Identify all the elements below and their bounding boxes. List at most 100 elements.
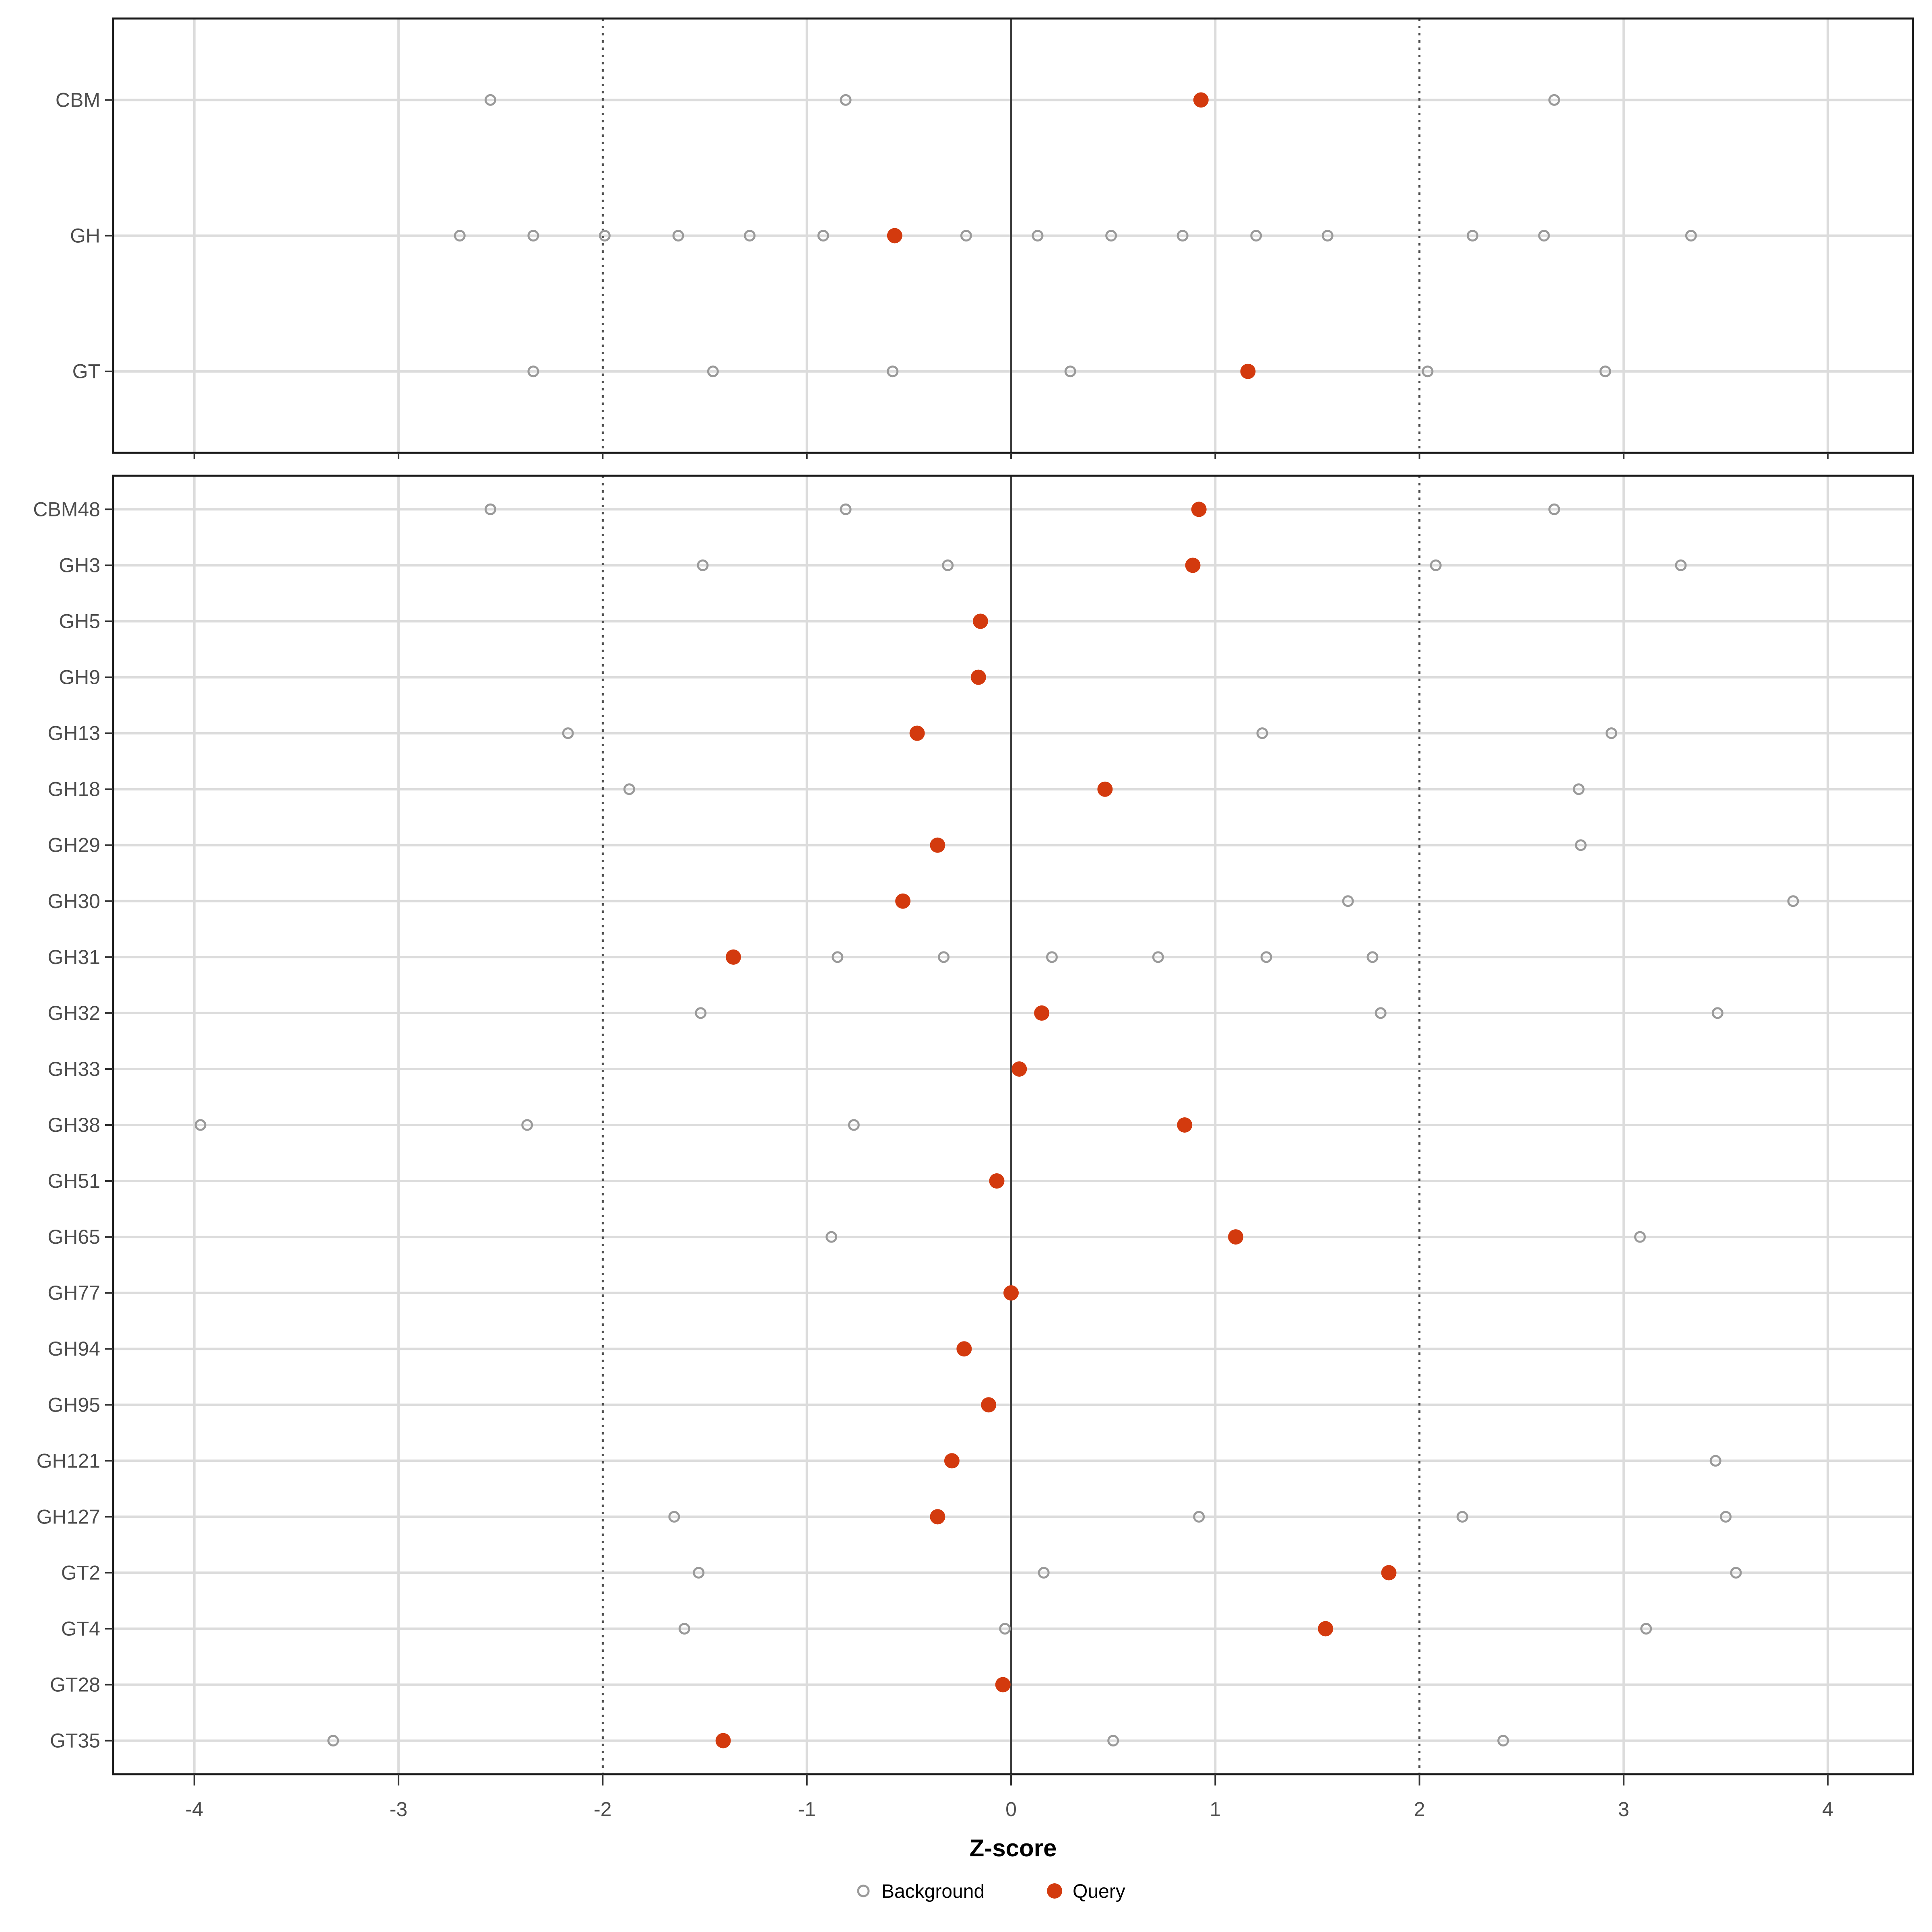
background-point — [599, 230, 611, 242]
x-tick-label: -4 — [186, 1798, 203, 1821]
row-label: GH65 — [47, 1226, 100, 1248]
query-point — [930, 1509, 945, 1525]
query-point — [944, 1453, 960, 1469]
x-tick-label: -3 — [390, 1798, 407, 1821]
query-point — [1177, 1117, 1193, 1133]
background-point — [1064, 365, 1076, 378]
background-point — [1787, 895, 1799, 907]
row-label: GH13 — [47, 722, 100, 745]
background-point — [697, 559, 709, 571]
row-label: GH32 — [47, 1002, 100, 1024]
x-tick-label: 3 — [1618, 1798, 1629, 1821]
query-point — [981, 1397, 997, 1413]
background-point — [817, 230, 829, 242]
background-point — [1366, 951, 1379, 963]
background-point — [678, 1622, 690, 1635]
background-point — [1422, 365, 1434, 378]
row-label: GH127 — [37, 1505, 100, 1528]
background-point — [744, 230, 756, 242]
background-point — [840, 503, 852, 515]
panel-category-summary: CBM GH GT — [56, 17, 1914, 454]
background-legend-marker-icon — [857, 1885, 870, 1897]
row-label: GH5 — [59, 610, 100, 633]
background-point — [707, 365, 719, 378]
background-point — [1730, 1567, 1742, 1579]
row-label: GH — [70, 225, 100, 247]
row-label: GH3 — [59, 554, 100, 576]
background-point — [1548, 94, 1560, 106]
background-point — [1038, 1567, 1050, 1579]
background-point — [1152, 951, 1164, 963]
background-point — [1105, 230, 1117, 242]
background-point — [1605, 727, 1617, 739]
row-label: GH77 — [47, 1282, 100, 1304]
query-point — [972, 613, 988, 629]
query-point — [995, 1677, 1011, 1693]
background-point — [1548, 503, 1560, 515]
row-label: GT35 — [50, 1730, 100, 1752]
x-tick-label: 4 — [1822, 1798, 1833, 1821]
background-point — [826, 1231, 838, 1243]
x-tick-label: 2 — [1414, 1798, 1425, 1821]
background-point — [1032, 230, 1044, 242]
background-point — [562, 727, 574, 739]
background-point — [1321, 230, 1333, 242]
query-point — [1191, 502, 1207, 517]
row-label: GT2 — [61, 1561, 100, 1584]
background-point — [1675, 559, 1687, 571]
background-point — [1685, 230, 1697, 242]
background-point — [1497, 1735, 1509, 1747]
background-point — [194, 1119, 206, 1131]
x-tick-label: -1 — [798, 1798, 815, 1821]
background-point — [999, 1622, 1011, 1635]
background-point — [1046, 951, 1058, 963]
query-point — [726, 949, 741, 965]
background-point — [1250, 230, 1262, 242]
background-point — [938, 951, 950, 963]
background-point — [1640, 1622, 1652, 1635]
background-point — [695, 1007, 707, 1019]
query-point — [1318, 1621, 1333, 1637]
background-point — [1573, 783, 1585, 795]
background-point — [1375, 1007, 1387, 1019]
query-point — [1228, 1229, 1244, 1245]
background-point — [832, 951, 844, 963]
row-label: GT4 — [61, 1617, 100, 1640]
row-label: CBM — [56, 89, 100, 111]
query-point — [989, 1173, 1005, 1189]
row-label: GT — [72, 360, 100, 383]
query-legend-label: Query — [1073, 1881, 1125, 1902]
row-label: GH9 — [59, 666, 100, 689]
background-point — [942, 559, 954, 571]
background-point — [693, 1567, 705, 1579]
x-tick-label: 1 — [1210, 1798, 1221, 1821]
query-point — [970, 669, 986, 685]
background-point — [1193, 1511, 1205, 1523]
query-point — [715, 1733, 731, 1748]
background-point — [840, 94, 852, 106]
background-point — [1709, 1455, 1721, 1467]
row-label: GH95 — [47, 1393, 100, 1416]
row-label: GH30 — [47, 890, 100, 912]
background-point — [1720, 1511, 1732, 1523]
row-label: CBM48 — [33, 498, 100, 520]
background-point — [623, 783, 635, 795]
background-point — [521, 1119, 533, 1131]
background-point — [1456, 1511, 1468, 1523]
background-point — [484, 94, 496, 106]
query-point — [1381, 1565, 1397, 1581]
query-point — [895, 893, 911, 909]
query-point — [956, 1341, 972, 1357]
background-point — [1575, 839, 1587, 851]
row-label: GH121 — [37, 1449, 100, 1472]
background-point — [527, 365, 539, 378]
background-point — [672, 230, 684, 242]
query-point — [1003, 1285, 1019, 1301]
background-legend-label: Background — [881, 1881, 985, 1902]
background-point — [1711, 1007, 1724, 1019]
x-axis-title: Z-score — [970, 1835, 1057, 1862]
background-point — [1466, 230, 1478, 242]
query-point — [1034, 1005, 1050, 1021]
row-label: GH94 — [47, 1338, 100, 1360]
